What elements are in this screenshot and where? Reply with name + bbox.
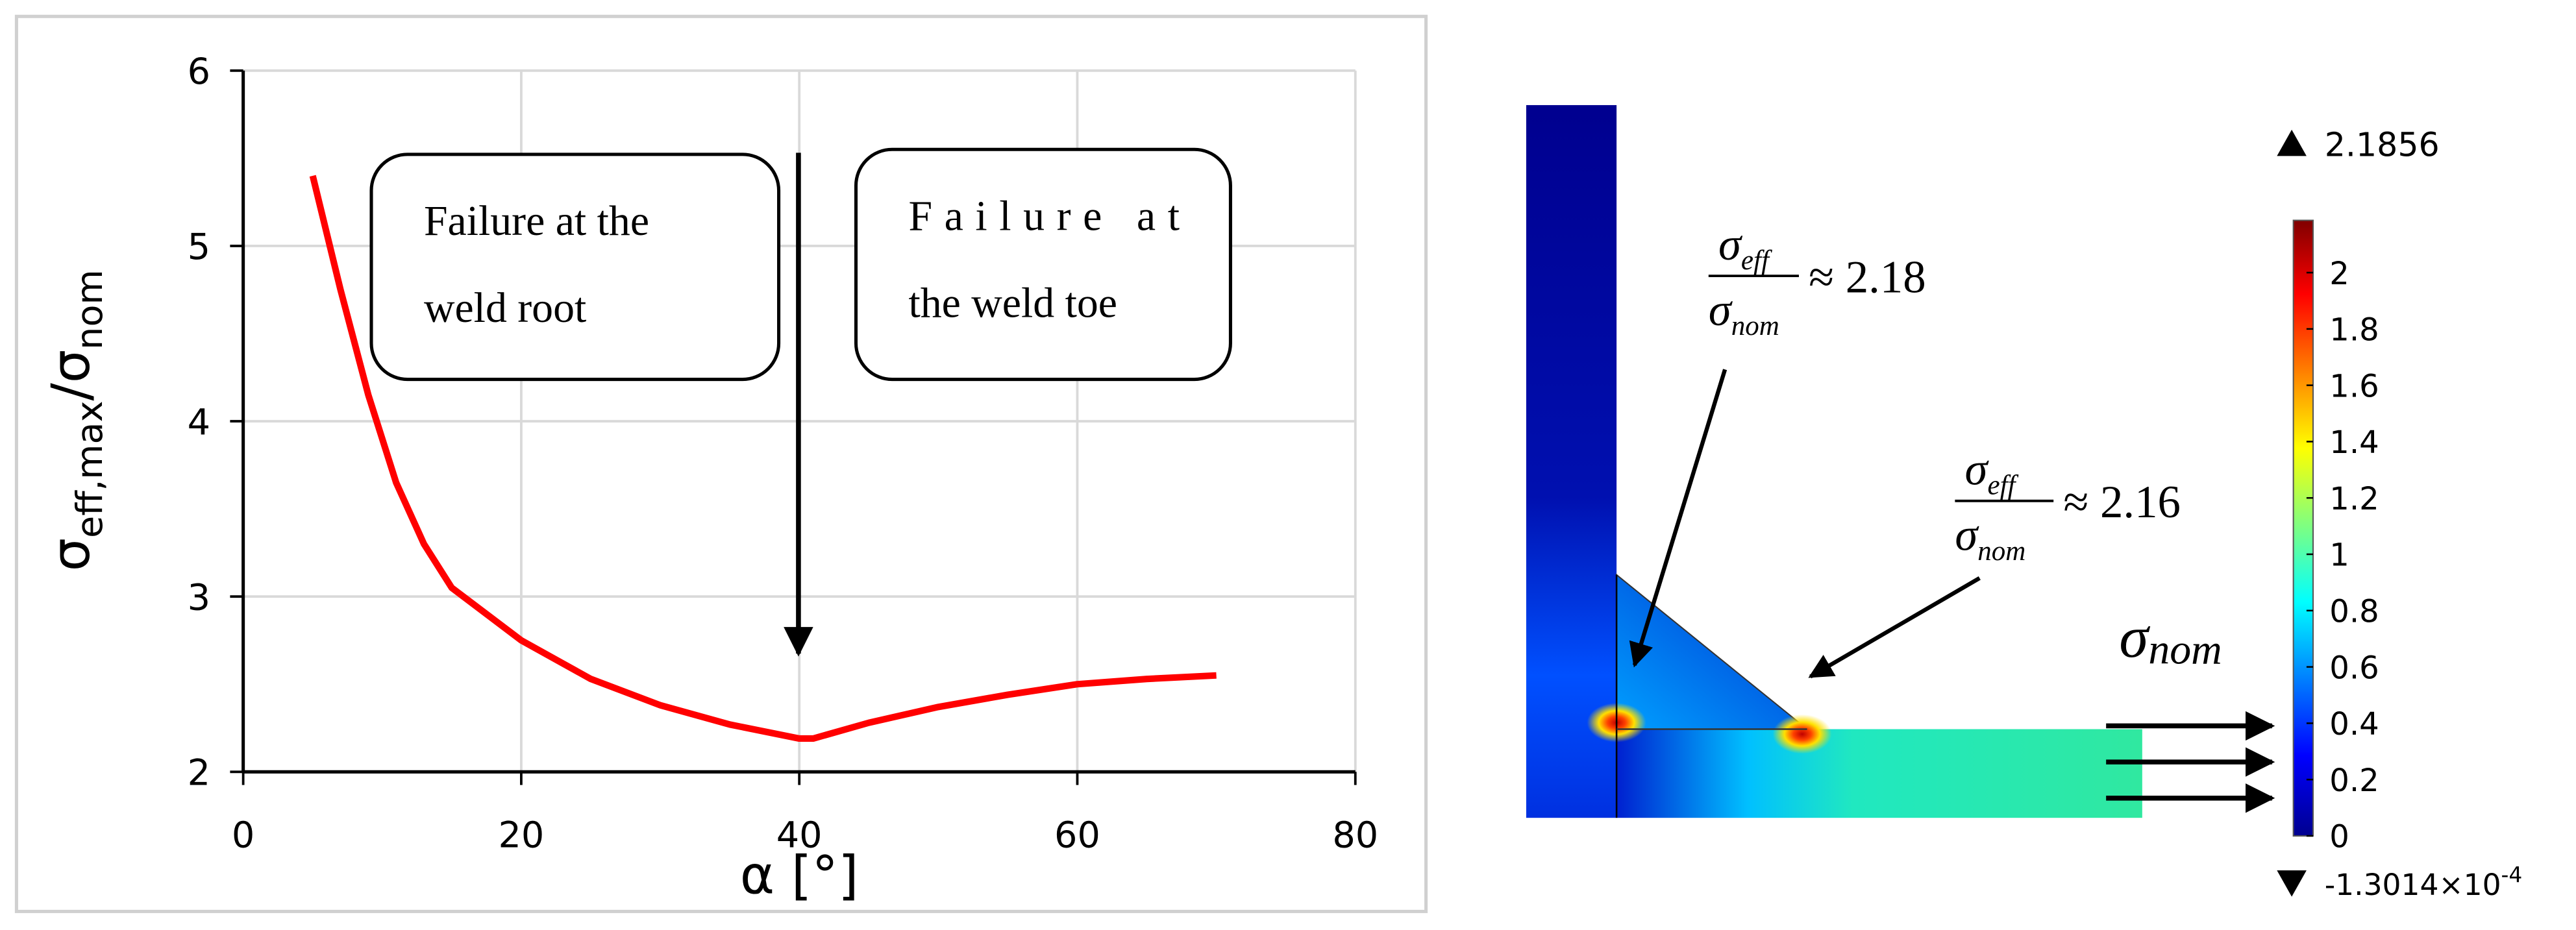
approx-value: ≈ 2.16 bbox=[2063, 477, 2181, 528]
fraction-numerator: σeff bbox=[1718, 219, 1772, 276]
min-label: -1.3014×10-4 bbox=[2325, 862, 2523, 902]
colorbar bbox=[2292, 219, 2314, 837]
symbol: σ bbox=[1718, 219, 1743, 270]
load-label: σnom bbox=[2119, 604, 2222, 673]
subscript: nom bbox=[1731, 311, 1779, 341]
annotation-text: Failure at the bbox=[424, 197, 649, 245]
max-label: 2.1856 bbox=[2325, 125, 2440, 164]
colorbar-tick-label: 0.4 bbox=[2329, 706, 2379, 742]
colorbar-tick-label: 0.6 bbox=[2329, 650, 2379, 686]
y-label-part: σ bbox=[41, 538, 102, 571]
vertical-plate bbox=[1526, 104, 1617, 818]
symbol: σ bbox=[1955, 510, 1979, 561]
x-tick-label: 80 bbox=[1332, 814, 1378, 857]
weld bbox=[1616, 573, 1809, 730]
min-label-mantissa: -1.3014×10 bbox=[2325, 868, 2501, 902]
data-line bbox=[309, 175, 1217, 742]
annotation-text: Failure at bbox=[908, 192, 1180, 239]
colorbar-tick-label: 1.2 bbox=[2329, 481, 2379, 517]
fraction-numerator: σeff bbox=[1965, 444, 2019, 500]
x-axis-label: α [°] bbox=[740, 846, 859, 907]
panel-frame bbox=[14, 14, 1428, 913]
approx-value: ≈ 2.18 bbox=[1809, 252, 1926, 302]
x-tick-label: 0 bbox=[232, 814, 254, 857]
pointer-arrow bbox=[1808, 576, 1981, 679]
symbol: σ bbox=[1965, 444, 1990, 495]
x-tick-label: 20 bbox=[498, 814, 544, 857]
colorbar-tick-label: 1.4 bbox=[2329, 424, 2379, 461]
x-tick-label: 40 bbox=[776, 814, 823, 857]
colorbar-tick-label: 2 bbox=[2329, 256, 2349, 292]
stress-contour: 0 0.2 0.4 0.6 0.8 1 1.2 1.4 1.6 1.8 2 2.1856 -1.3014… bbox=[1526, 104, 2523, 902]
pointer-arrow bbox=[1629, 369, 1728, 668]
y-tick-label: 4 bbox=[188, 401, 210, 443]
x-tick-label: 60 bbox=[1054, 814, 1100, 857]
colorbar-tick-label: 0.2 bbox=[2329, 763, 2379, 799]
symbol: σ bbox=[2119, 604, 2150, 670]
y-label-part: eff,max bbox=[69, 400, 111, 538]
y-label-part: nom bbox=[69, 269, 111, 350]
annotation-box bbox=[854, 147, 1232, 382]
subscript: nom bbox=[2148, 626, 2222, 673]
annotation-text: weld root bbox=[424, 284, 586, 332]
annotation-box bbox=[369, 153, 781, 382]
symbol: σ bbox=[1709, 285, 1733, 336]
hot-spot bbox=[1772, 714, 1832, 754]
y-tick-label: 5 bbox=[188, 226, 210, 268]
colorbar-tick-label: 1.8 bbox=[2329, 312, 2379, 349]
min-label-exponent: -4 bbox=[2501, 862, 2523, 887]
annotation-text: the weld toe bbox=[908, 279, 1117, 326]
y-label-part: /σ bbox=[41, 350, 102, 401]
subscript: eff bbox=[1988, 471, 2019, 501]
colorbar-tick-label: 1 bbox=[2329, 537, 2349, 574]
colorbar-tick-label: 1.6 bbox=[2329, 368, 2379, 404]
subscript: eff bbox=[1741, 245, 1772, 276]
min-marker bbox=[2277, 870, 2307, 897]
max-marker bbox=[2277, 129, 2307, 156]
colorbar-tick-label: 0 bbox=[2329, 819, 2349, 855]
y-tick-label: 6 bbox=[188, 51, 210, 93]
y-axis-label: σeff,max/σnom bbox=[41, 269, 111, 571]
fraction-denominator: σnom bbox=[1709, 285, 1779, 341]
y-tick-label: 2 bbox=[188, 752, 210, 794]
horizontal-plate bbox=[1616, 729, 2142, 818]
y-tick-label: 3 bbox=[188, 576, 210, 618]
fraction-denominator: σnom bbox=[1955, 510, 2025, 567]
colorbar-tick-label: 0.8 bbox=[2329, 594, 2379, 630]
subscript: nom bbox=[1977, 536, 2025, 567]
